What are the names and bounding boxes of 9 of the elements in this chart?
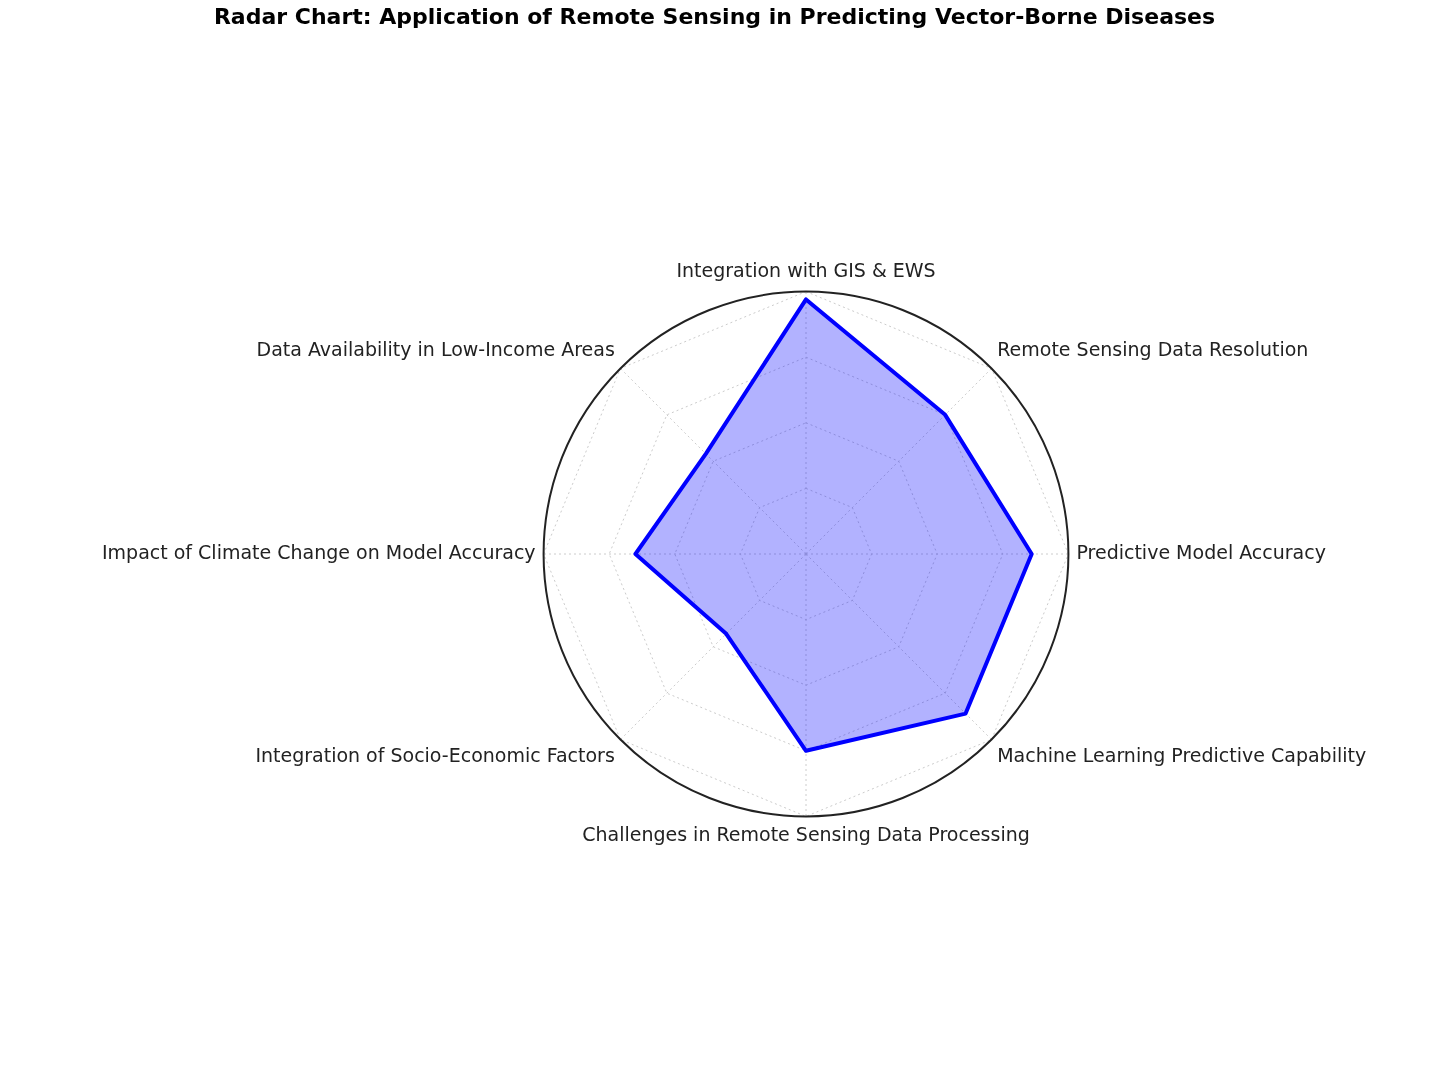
spoke-label: Machine Learning Predictive Capability bbox=[997, 743, 1367, 766]
spoke-label: Challenges in Remote Sensing Data Processing bbox=[582, 822, 1030, 845]
spoke-label: Remote Sensing Data Resolution bbox=[997, 338, 1309, 361]
chart-title: Radar Chart: Application of Remote Sensing in Predicting Vector-Borne Diseases bbox=[212, 4, 1217, 29]
spoke-label: Impact of Climate Change on Model Accuracy bbox=[102, 540, 536, 563]
spoke-label: Integration of Socio-Economic Factors bbox=[255, 743, 615, 766]
spoke-label: Predictive Model Accuracy bbox=[1076, 540, 1326, 563]
spoke-label: Integration with GIS & EWS bbox=[676, 259, 936, 282]
spoke-label: Data Availability in Low-Income Areas bbox=[256, 338, 615, 361]
